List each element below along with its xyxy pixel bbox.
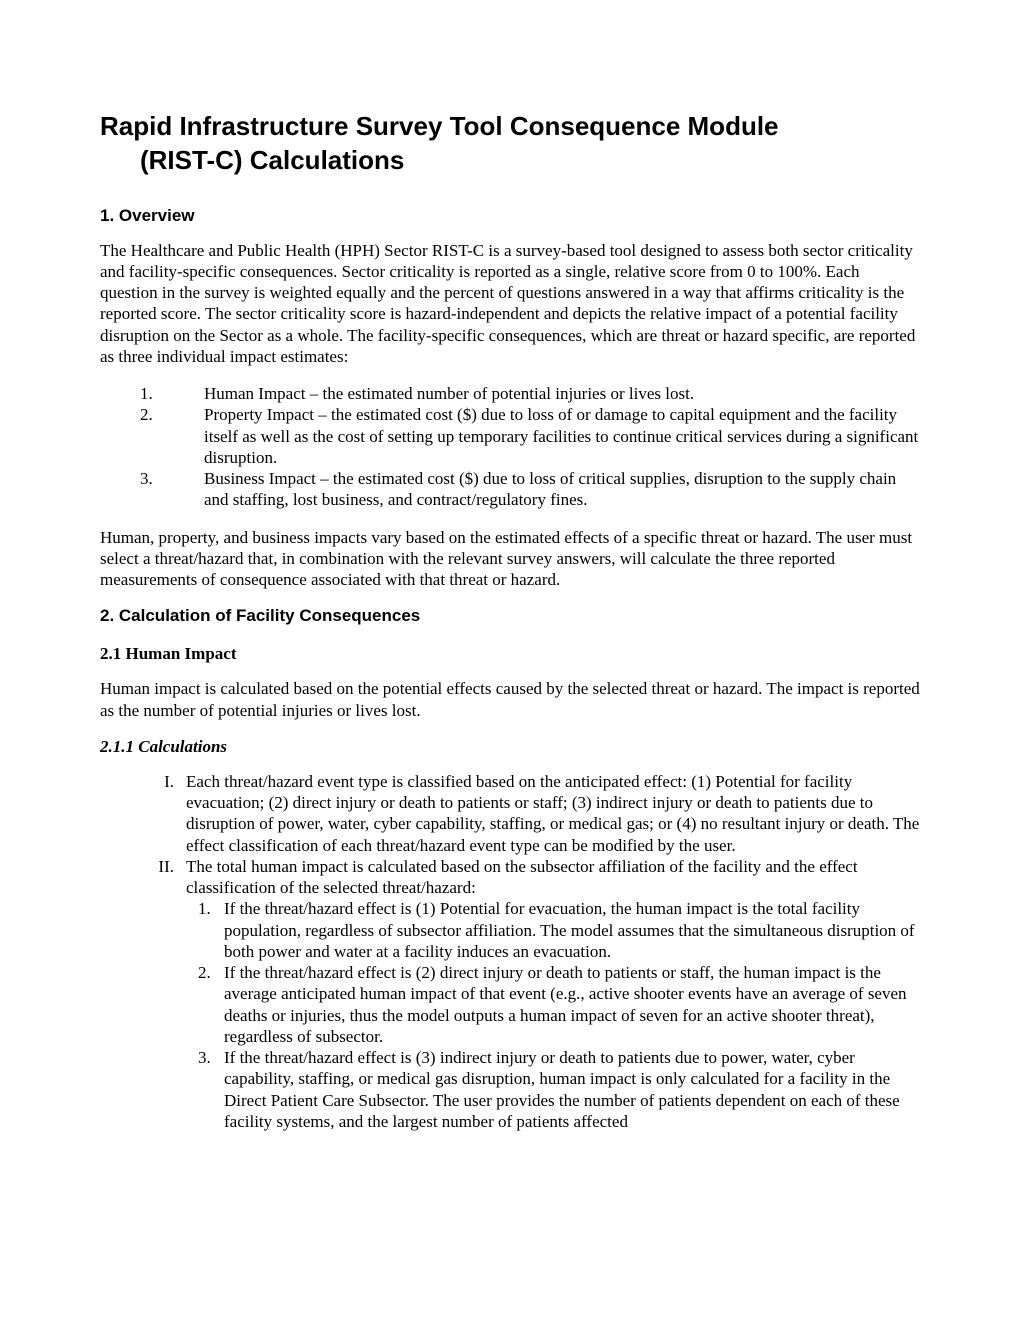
roman-list: I. Each threat/hazard event type is clas… bbox=[136, 771, 920, 899]
list-text: If the threat/hazard effect is (3) indir… bbox=[224, 1047, 920, 1132]
list-num: 1. bbox=[140, 383, 204, 404]
list-num: I. bbox=[136, 771, 186, 856]
list-num: 2. bbox=[140, 404, 204, 468]
list-text: The total human impact is calculated bas… bbox=[186, 856, 920, 899]
list-item: II. The total human impact is calculated… bbox=[136, 856, 920, 899]
document-page: Rapid Infrastructure Survey Tool Consequ… bbox=[0, 0, 1020, 1320]
list-text: Human Impact – the estimated number of p… bbox=[204, 383, 920, 404]
list-num: II. bbox=[136, 856, 186, 899]
title-line-1: Rapid Infrastructure Survey Tool Consequ… bbox=[100, 111, 779, 141]
list-item: 3. If the threat/hazard effect is (3) in… bbox=[198, 1047, 920, 1132]
list-item: 3. Business Impact – the estimated cost … bbox=[140, 468, 920, 511]
list-item: 1. Human Impact – the estimated number o… bbox=[140, 383, 920, 404]
list-item: 2. If the threat/hazard effect is (2) di… bbox=[198, 962, 920, 1047]
list-item: 2. Property Impact – the estimated cost … bbox=[140, 404, 920, 468]
list-num: 1. bbox=[198, 898, 224, 962]
impact-list: 1. Human Impact – the estimated number o… bbox=[140, 383, 920, 511]
list-num: 3. bbox=[198, 1047, 224, 1132]
calc-heading: 2. Calculation of Facility Consequences bbox=[100, 606, 920, 626]
list-item: 1. If the threat/hazard effect is (1) Po… bbox=[198, 898, 920, 962]
human-impact-heading: 2.1 Human Impact bbox=[100, 644, 920, 664]
list-num: 2. bbox=[198, 962, 224, 1047]
overview-p1: The Healthcare and Public Health (HPH) S… bbox=[100, 240, 920, 368]
document-title: Rapid Infrastructure Survey Tool Consequ… bbox=[100, 110, 920, 178]
inner-list: 1. If the threat/hazard effect is (1) Po… bbox=[198, 898, 920, 1132]
human-impact-p1: Human impact is calculated based on the … bbox=[100, 678, 920, 721]
list-text: Each threat/hazard event type is classif… bbox=[186, 771, 920, 856]
list-num: 3. bbox=[140, 468, 204, 511]
list-text: Business Impact – the estimated cost ($)… bbox=[204, 468, 920, 511]
list-text: If the threat/hazard effect is (2) direc… bbox=[224, 962, 920, 1047]
list-text: Property Impact – the estimated cost ($)… bbox=[204, 404, 920, 468]
calculations-heading: 2.1.1 Calculations bbox=[100, 737, 920, 757]
list-item: I. Each threat/hazard event type is clas… bbox=[136, 771, 920, 856]
list-text: If the threat/hazard effect is (1) Poten… bbox=[224, 898, 920, 962]
title-line-2: (RIST-C) Calculations bbox=[100, 144, 920, 178]
overview-heading: 1. Overview bbox=[100, 206, 920, 226]
overview-p2: Human, property, and business impacts va… bbox=[100, 527, 920, 591]
